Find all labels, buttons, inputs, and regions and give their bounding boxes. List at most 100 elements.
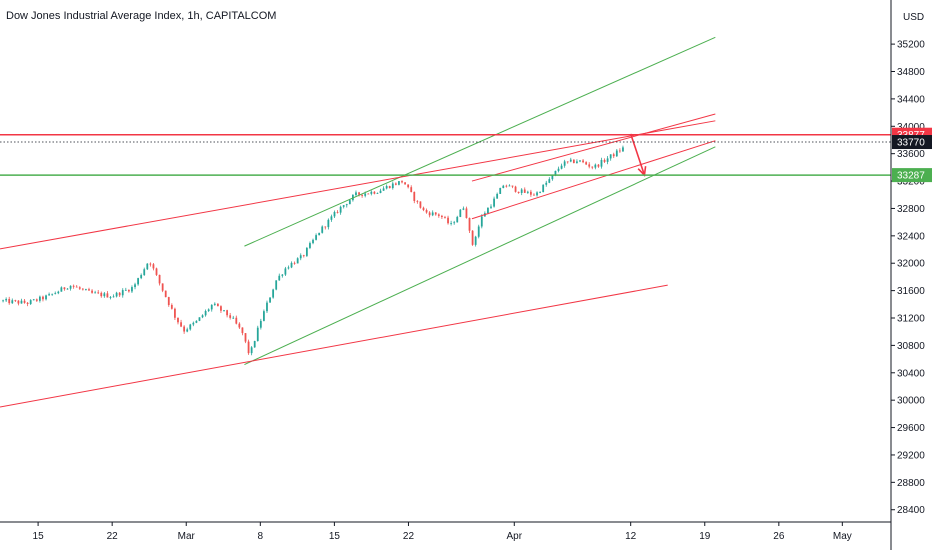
candle-body <box>201 315 204 318</box>
time-axis[interactable]: 15 22 Mar 8 15 22 Apr 12 19 26 May <box>0 521 891 542</box>
candle-body <box>161 283 164 291</box>
candle-body <box>355 192 357 196</box>
candle-body <box>459 209 462 217</box>
trendline-red-lower-short[interactable] <box>471 140 716 220</box>
candle-body <box>425 210 428 213</box>
price-badge-support[interactable] <box>892 168 932 183</box>
candle-body <box>514 186 517 192</box>
candle-body <box>456 216 459 223</box>
candle-body <box>566 161 569 163</box>
candle-body <box>259 320 262 328</box>
candle-body <box>42 296 44 300</box>
price-tick-label: 29600 <box>897 423 925 434</box>
candle-body <box>32 299 35 301</box>
candle-body <box>244 333 247 342</box>
candle-body <box>241 327 244 334</box>
candle-body <box>474 236 477 245</box>
candle-body <box>91 290 93 293</box>
candle-body <box>299 255 302 259</box>
candle-body <box>66 288 69 290</box>
time-tick-label: 15 <box>33 531 45 542</box>
candle-body <box>324 226 327 228</box>
candle-body <box>477 226 480 237</box>
candle-body <box>536 192 538 196</box>
candle-body <box>204 311 207 316</box>
candle-body <box>177 317 179 323</box>
candle-body <box>471 230 474 245</box>
time-tick-label: 15 <box>329 531 341 542</box>
candle-body <box>210 304 213 310</box>
candle-body <box>416 200 419 202</box>
candle-body <box>315 235 317 240</box>
trendline-red-upper-short[interactable] <box>471 113 716 182</box>
time-tick-label: 26 <box>773 531 785 542</box>
candle-body <box>385 186 388 189</box>
price-badge-label-last: 33770 <box>897 138 925 149</box>
price-axis[interactable]: 3520034800344003400033600332003280032400… <box>890 0 932 550</box>
candle-body <box>520 189 523 193</box>
candle-body <box>186 329 189 332</box>
candle-body <box>447 217 449 224</box>
candle-body <box>112 296 115 298</box>
candle-body <box>358 192 360 195</box>
candle-body <box>542 184 545 193</box>
candle-body <box>496 193 499 199</box>
candle-body <box>29 300 32 304</box>
candle-body <box>612 154 615 157</box>
candle-body <box>180 322 182 327</box>
candle-body <box>115 292 118 297</box>
candle-body <box>588 164 591 167</box>
candle-body <box>434 212 437 215</box>
candle-body <box>330 216 333 220</box>
price-tick-label: 30000 <box>897 396 925 407</box>
candle-body <box>266 302 268 312</box>
candle-body <box>137 278 139 285</box>
candle-body <box>370 191 373 194</box>
candle-body <box>398 181 400 185</box>
candle-body <box>576 161 578 163</box>
candle-body <box>155 268 158 275</box>
candle-body <box>585 162 588 165</box>
candle-body <box>94 292 97 294</box>
candle-body <box>38 296 41 301</box>
candle-body <box>499 188 502 194</box>
candle-body <box>118 292 121 296</box>
candle-body <box>54 293 57 294</box>
trendline-green-lower-channel[interactable] <box>244 146 716 366</box>
candle-body <box>526 191 529 193</box>
candle-body <box>158 274 161 284</box>
candle-body <box>539 192 542 193</box>
candle-body <box>364 193 367 196</box>
candle-body <box>391 183 394 189</box>
candle-body <box>235 317 238 324</box>
candle-body <box>529 191 532 195</box>
candle-body <box>348 200 351 205</box>
candle-body <box>505 185 508 187</box>
candle-body <box>480 216 483 227</box>
price-badge-label-support: 33287 <box>897 171 925 182</box>
candle-body <box>124 289 127 291</box>
candle-body <box>361 194 364 196</box>
currency-label[interactable]: USD <box>903 12 924 23</box>
candle-body <box>600 159 603 167</box>
candle-body <box>281 274 284 276</box>
candle-body <box>487 207 489 214</box>
candle-body <box>563 161 566 166</box>
price-tick-label: 32000 <box>897 259 925 270</box>
candle-body <box>14 300 17 302</box>
candle-body <box>103 293 106 297</box>
candle-body <box>35 299 38 301</box>
candle-body <box>51 293 54 295</box>
time-tick-label: Apr <box>507 531 523 542</box>
candle-body <box>373 191 376 194</box>
candle-body <box>622 147 624 152</box>
candle-body <box>591 166 594 168</box>
candle-body <box>345 204 348 206</box>
trendline-red-lower-long[interactable] <box>0 284 668 408</box>
time-tick-label: May <box>833 531 852 542</box>
candle-body <box>60 287 63 292</box>
price-badge-last[interactable] <box>892 135 932 150</box>
price-tick-label: 31600 <box>897 286 925 297</box>
projection-arrow-shaft[interactable] <box>629 133 646 176</box>
